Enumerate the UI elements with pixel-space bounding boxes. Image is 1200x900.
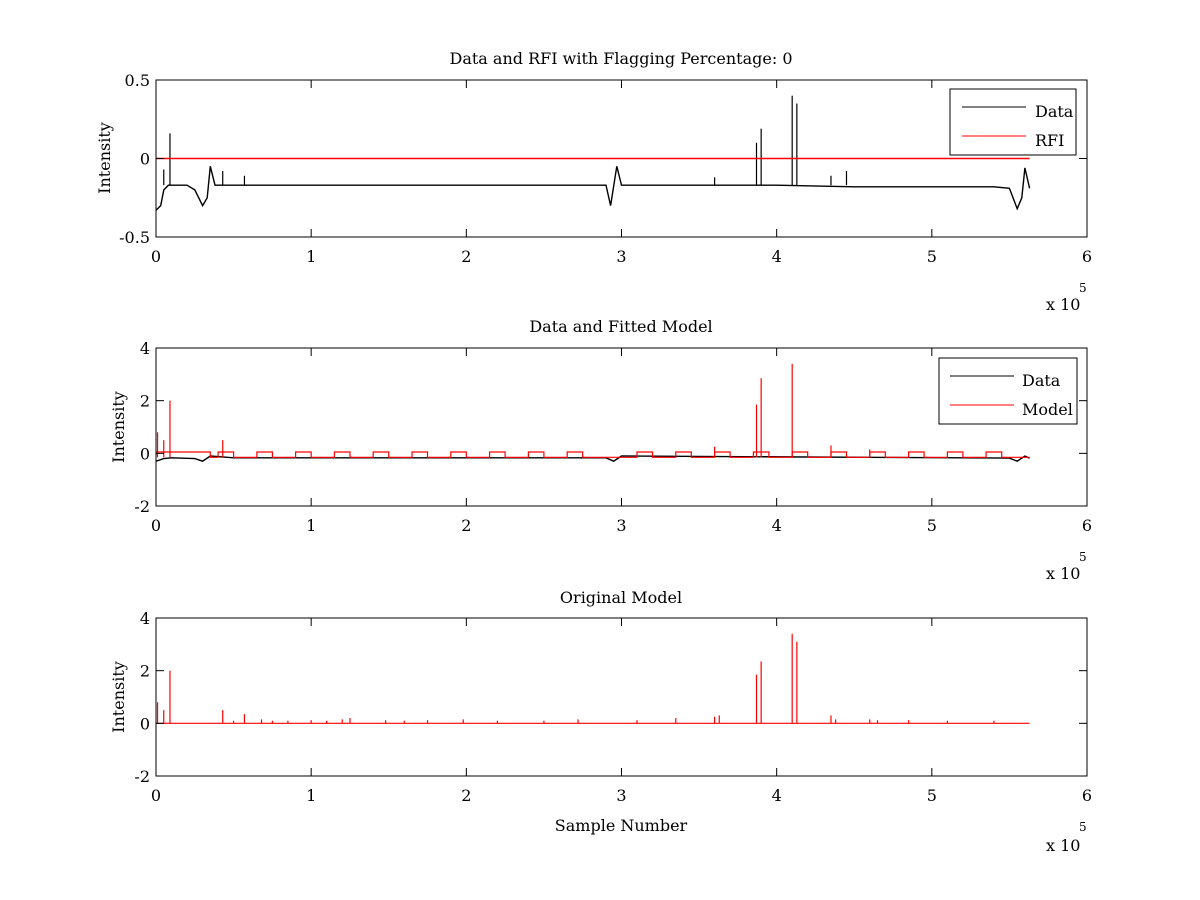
x-tick-label: 4 <box>772 516 782 535</box>
x-tick-label: 5 <box>927 786 937 805</box>
x-tick-label: 4 <box>772 786 782 805</box>
subplot-2-legend: Data Model <box>938 357 1078 425</box>
x-tick-label: 1 <box>306 516 316 535</box>
subplot-1-title: Data and RFI with Flagging Percentage: 0 <box>449 49 792 68</box>
x-tick-label: 0 <box>151 247 161 266</box>
x-tick-label: 1 <box>306 247 316 266</box>
subplot-3-xlabel: Sample Number <box>555 816 688 835</box>
series-line-data <box>156 166 1031 211</box>
y-tick-label: -2 <box>134 767 150 786</box>
legend-label-rfi: RFI <box>1035 131 1064 150</box>
y-tick-label: 0 <box>140 444 150 463</box>
x-tick-label: 1 <box>306 786 316 805</box>
subplot-1-ylabel: Intensity <box>95 122 114 194</box>
subplot-3-x-multiplier-base: x 10 <box>1046 836 1080 855</box>
y-tick-label: -0.5 <box>119 228 150 247</box>
x-tick-label: 2 <box>461 516 471 535</box>
subplot-2-legend-box <box>938 357 1078 425</box>
x-tick-label: 5 <box>927 247 937 266</box>
x-tick-label: 2 <box>461 247 471 266</box>
subplot-3-ylabel: Intensity <box>109 661 128 733</box>
subplot-2-x-multiplier-exponent: 5 <box>1079 550 1087 564</box>
subplot-2-x-multiplier-base: x 10 <box>1046 564 1080 583</box>
x-tick-label: 6 <box>1082 247 1092 266</box>
x-tick-label: 3 <box>616 247 626 266</box>
y-tick-label: 0.5 <box>125 71 150 90</box>
x-tick-label: 3 <box>616 786 626 805</box>
series-baseline-model <box>156 451 1030 458</box>
y-tick-label: 4 <box>140 609 150 628</box>
subplot-3-x-multiplier: x 10 <box>1046 836 1080 855</box>
subplot-3-x-multiplier-exponent: 5 <box>1079 820 1087 834</box>
x-tick-label: 3 <box>616 516 626 535</box>
y-tick-label: 0 <box>140 150 150 169</box>
series-line-data <box>156 455 1030 462</box>
subplot-1-x-multiplier-exponent: 5 <box>1079 281 1087 295</box>
y-tick-label: 0 <box>140 714 150 733</box>
legend-label-data: Data <box>1035 102 1074 121</box>
x-tick-label: 5 <box>927 516 937 535</box>
x-tick-label: 0 <box>151 786 161 805</box>
subplot-1-legend-box <box>949 88 1077 156</box>
x-tick-label: 2 <box>461 786 471 805</box>
y-tick-label: 2 <box>140 392 150 411</box>
subplot-1-legend: Data RFI <box>949 88 1077 156</box>
subplot-1-x-multiplier: x 10 <box>1046 295 1080 314</box>
x-tick-label: 0 <box>151 516 161 535</box>
subplot-1-ticks: 0 1 2 3 4 5 6-0.500.5 <box>119 71 1092 266</box>
subplot-3-title: Original Model <box>560 588 682 607</box>
subplot-2-ylabel: Intensity <box>109 391 128 463</box>
subplot-3-plot-area <box>156 633 1030 724</box>
x-tick-label: 6 <box>1082 516 1092 535</box>
subplot-2-plot-area <box>156 363 1030 462</box>
legend-label-data-2: Data <box>1022 371 1061 390</box>
x-tick-label: 6 <box>1082 786 1092 805</box>
y-tick-label: 2 <box>140 662 150 681</box>
subplot-1-x-multiplier-base: x 10 <box>1046 295 1080 314</box>
subplot-1: 0 1 2 3 4 5 6-0.500.5 Data and RFI with Flaggi… <box>95 49 1092 314</box>
subplot-2-title: Data and Fitted Model <box>529 317 712 336</box>
x-tick-label: 4 <box>772 247 782 266</box>
subplot-1-plot-area <box>156 95 1031 211</box>
legend-label-model: Model <box>1022 400 1073 419</box>
y-tick-label: -2 <box>134 497 150 516</box>
subplot-2-x-multiplier: x 10 <box>1046 564 1080 583</box>
y-tick-label: 4 <box>140 339 150 358</box>
